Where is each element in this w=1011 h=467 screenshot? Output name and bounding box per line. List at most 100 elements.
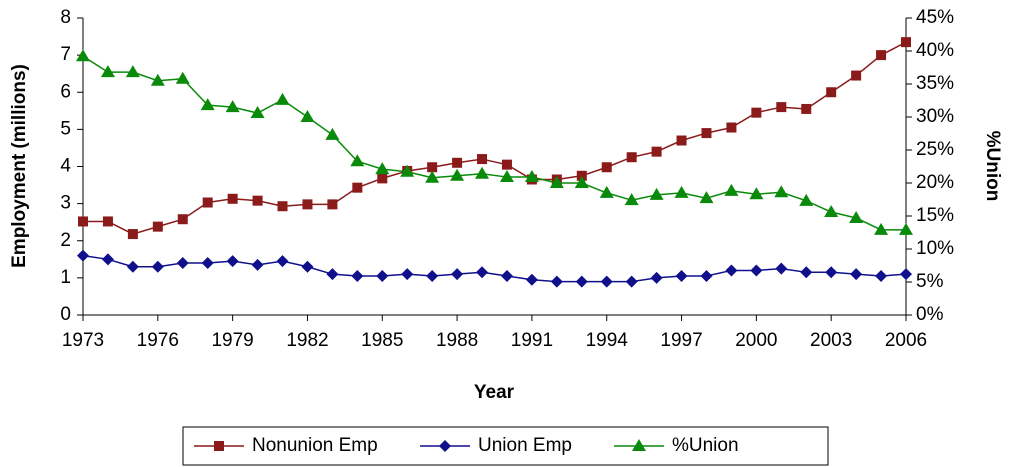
y-tick-label: 8: [60, 7, 71, 28]
data-point: [499, 170, 514, 183]
y2-tick-label: 10%: [916, 238, 954, 259]
x-tick-label: 2000: [735, 330, 777, 351]
x-tick-label: 1991: [511, 330, 553, 351]
data-point: [575, 275, 588, 288]
y-tick-label: 4: [60, 156, 71, 177]
data-point: [899, 222, 913, 235]
y2-tick-label: 45%: [916, 7, 954, 28]
data-point: [127, 229, 138, 240]
data-point: [451, 268, 464, 281]
data-point: [450, 168, 465, 181]
y2-tick-label: 5%: [916, 271, 944, 292]
data-point: [352, 182, 363, 193]
x-tick-label: 1994: [586, 330, 629, 351]
x-tick-label: 1973: [62, 330, 104, 351]
data-point: [275, 92, 290, 105]
data-point: [900, 268, 912, 281]
data-point: [351, 270, 364, 283]
data-point: [876, 50, 887, 61]
data-point: [476, 266, 489, 279]
data-point: [325, 127, 340, 140]
legend-marker: [439, 440, 451, 452]
data-point: [825, 266, 838, 279]
data-point: [676, 135, 687, 146]
data-point: [327, 199, 338, 210]
data-point: [775, 262, 788, 275]
data-point: [375, 162, 390, 175]
y2-tick-label: 40%: [916, 40, 954, 61]
legend-marker: [214, 441, 224, 451]
data-point: [851, 70, 862, 81]
data-point: [175, 71, 190, 84]
y2-tick-label: 30%: [916, 106, 954, 127]
data-point: [601, 162, 612, 173]
data-point: [525, 273, 538, 286]
data-point: [425, 170, 440, 183]
x-tick-label: 1985: [361, 330, 403, 351]
data-point: [849, 210, 864, 223]
data-point: [201, 257, 214, 270]
data-point: [700, 270, 713, 283]
data-point: [599, 185, 614, 198]
y-tick-label: 3: [60, 193, 71, 214]
data-point: [101, 253, 114, 266]
data-point: [875, 270, 888, 283]
series-line: [82, 254, 907, 283]
data-point: [799, 193, 814, 206]
data-point: [725, 264, 738, 277]
y-tick-label: 1: [60, 267, 71, 288]
data-point: [574, 176, 589, 188]
data-point: [751, 107, 762, 118]
data-point: [76, 49, 90, 62]
y-tick-label: 0: [60, 304, 71, 325]
data-point: [250, 106, 265, 119]
data-point: [550, 275, 563, 288]
legend-label: Union Emp: [478, 435, 572, 456]
data-point: [524, 170, 539, 183]
data-point: [78, 216, 88, 227]
y2-tick-label: 35%: [916, 73, 954, 94]
data-point: [901, 37, 911, 48]
data-point: [724, 183, 739, 196]
legend-marker: [632, 439, 646, 451]
y2-tick-label: 25%: [916, 139, 954, 160]
data-point: [226, 255, 239, 268]
data-point: [401, 268, 414, 281]
data-point: [651, 146, 662, 157]
data-point: [776, 102, 787, 113]
x-axis-label: Year: [474, 382, 515, 403]
x-tick-label: 1979: [211, 330, 253, 351]
data-point: [100, 65, 115, 78]
x-tick-label: 1988: [436, 330, 478, 351]
data-point: [477, 154, 488, 165]
data-point: [501, 159, 512, 170]
data-point: [452, 157, 463, 168]
x-tick-label: 1997: [660, 330, 702, 351]
data-point: [302, 199, 313, 210]
data-point: [749, 187, 764, 200]
data-point: [726, 122, 737, 133]
data-point: [475, 166, 490, 179]
y-axis-label: Employment (millions): [9, 64, 30, 268]
y2-tick-label: 0%: [916, 304, 944, 325]
data-point: [774, 185, 789, 198]
data-point: [376, 270, 389, 283]
data-point: [426, 270, 439, 283]
data-point: [326, 268, 339, 281]
y2-axis-label: %Union: [982, 131, 1003, 202]
data-point: [549, 176, 564, 188]
data-point: [650, 271, 663, 284]
data-point: [350, 154, 365, 167]
y2-tick-label: 20%: [916, 172, 954, 193]
data-point: [301, 260, 314, 273]
x-tick-label: 1982: [286, 330, 328, 351]
data-point: [150, 73, 165, 86]
data-point: [850, 268, 863, 281]
data-point: [824, 205, 839, 218]
data-point: [377, 173, 388, 184]
data-point: [625, 275, 638, 288]
y-tick-label: 5: [60, 118, 71, 139]
data-point: [125, 65, 140, 78]
